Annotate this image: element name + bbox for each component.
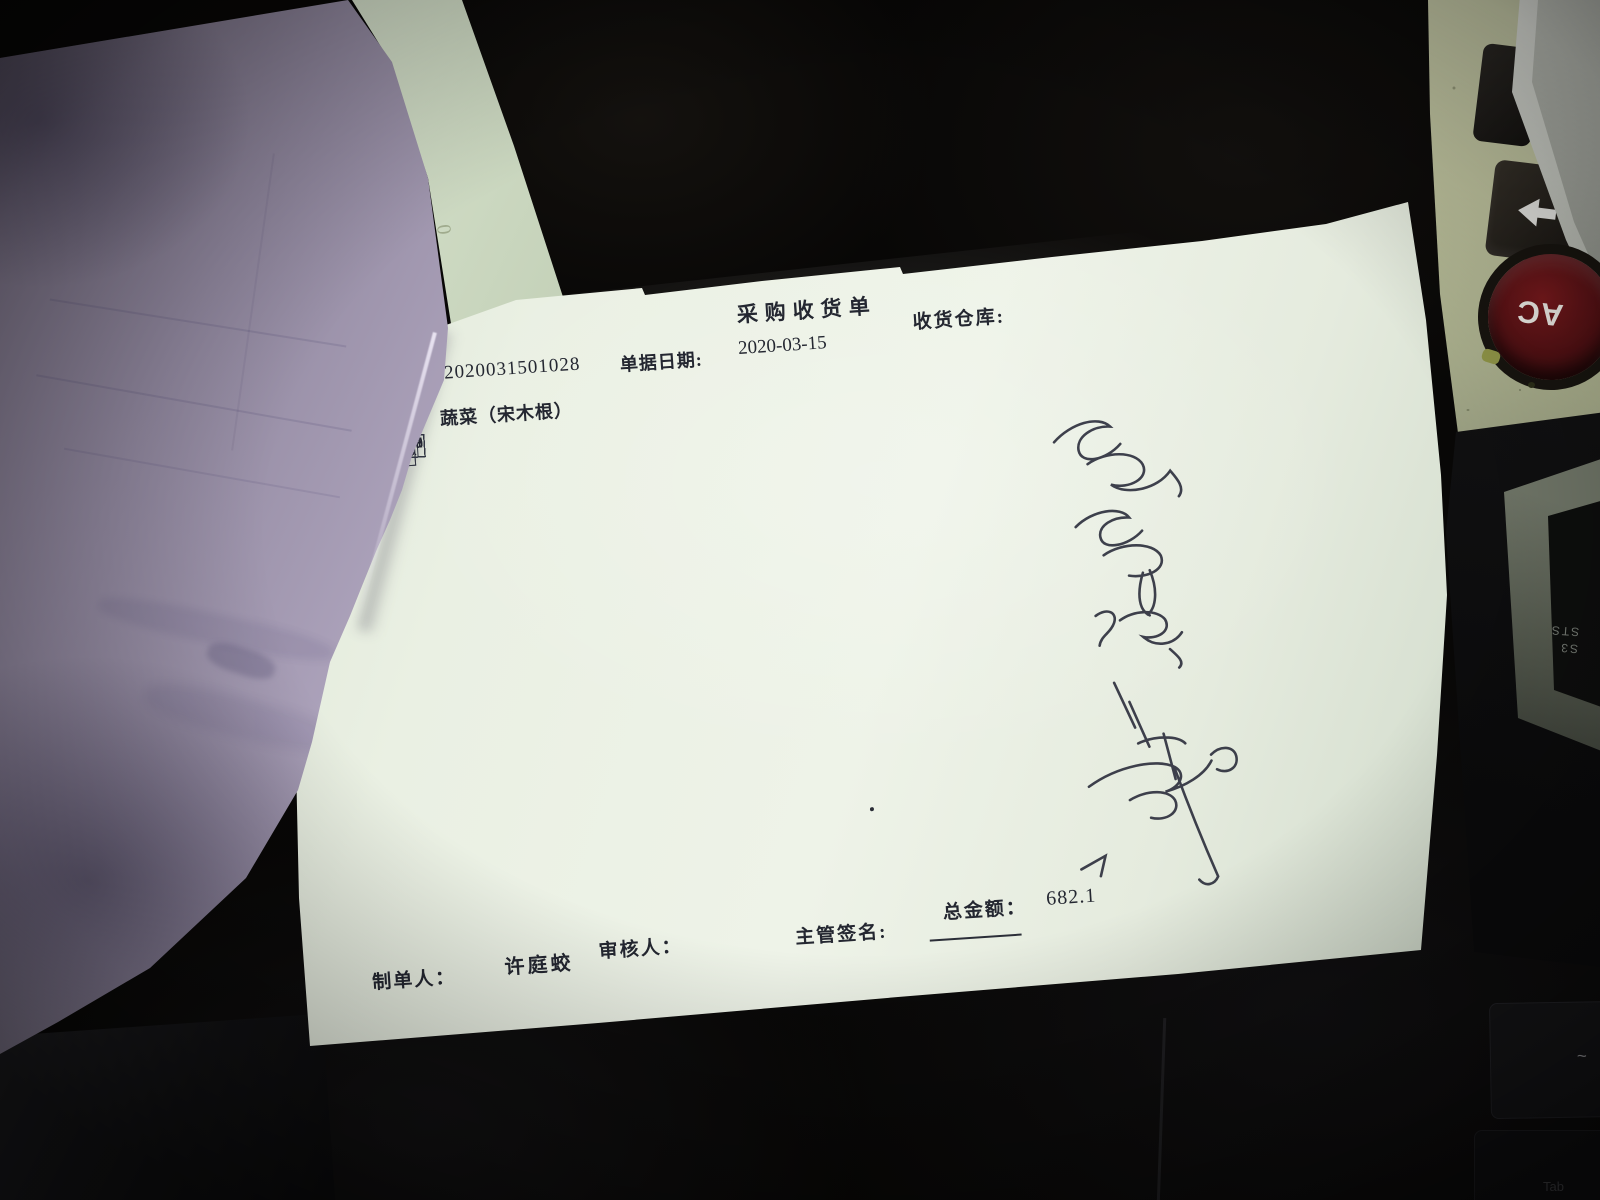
reviewer-label: 审核人： xyxy=(598,936,684,963)
receipt-content: 采购收货单 收货仓库: 2020031501028 单据日期: 2020-03-… xyxy=(295,203,1477,1022)
keyboard-key-tab: Tab xyxy=(1474,1130,1600,1200)
total-amount: 682.1 xyxy=(1045,884,1097,910)
bleed-through-mark xyxy=(95,589,337,669)
bleed-through-mark xyxy=(49,298,347,348)
bleed-through-mark xyxy=(231,153,275,451)
device-label-line2: STS xyxy=(1549,623,1580,640)
tab-key-label: Tab xyxy=(1543,1179,1564,1194)
preparer-name: 许庭蛟 xyxy=(503,952,575,979)
desk-surface-patch xyxy=(0,1013,337,1200)
bleed-through-mark xyxy=(203,637,279,685)
total-label: 总金额： xyxy=(942,897,1028,924)
ac-key-label: AC xyxy=(1514,293,1565,334)
handwritten-signatures xyxy=(1052,420,1238,886)
bleed-through-mark xyxy=(36,374,352,432)
tilde-key-label: ~ xyxy=(1576,1046,1588,1066)
keyboard-key-tilde: ~ xyxy=(1488,1000,1600,1120)
device-screen xyxy=(1548,500,1600,708)
device-label-line1: S3 xyxy=(1558,640,1579,656)
preparer-label: 制单人： xyxy=(371,967,457,994)
bleed-through-mark xyxy=(63,447,341,499)
dirt-speck xyxy=(1528,382,1535,388)
